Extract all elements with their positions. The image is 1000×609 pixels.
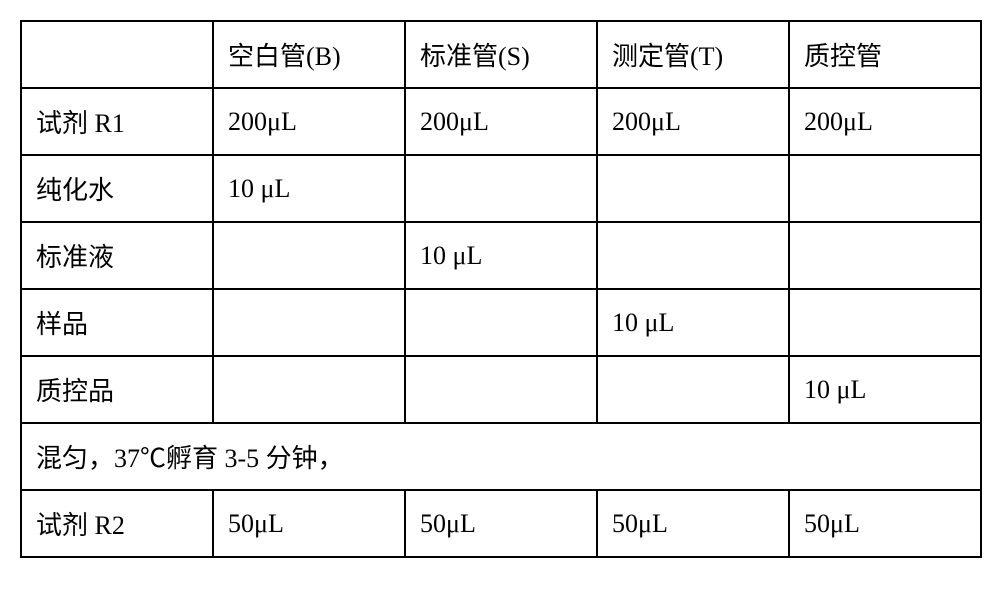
table-header-row: 空白管(B) 标准管(S) 测定管(T) 质控管 [21,21,981,88]
cell-qc-blank [213,356,405,423]
table-row: 标准液 10 μL [21,222,981,289]
cell-water-test [597,155,789,222]
cell-r2-blank: 50μL [213,490,405,557]
cell-r2-test: 50μL [597,490,789,557]
table-instruction-row: 混匀，37℃孵育 3-5 分钟， [21,423,981,490]
protocol-table-container: 空白管(B) 标准管(S) 测定管(T) 质控管 试剂 R1 200μL 200… [20,20,980,558]
row-label-r2: 试剂 R2 [21,490,213,557]
cell-sample-control [789,289,981,356]
cell-qc-control: 10 μL [789,356,981,423]
cell-qc-test [597,356,789,423]
header-empty [21,21,213,88]
cell-r1-test: 200μL [597,88,789,155]
header-standard-tube: 标准管(S) [405,21,597,88]
cell-r2-standard: 50μL [405,490,597,557]
row-label-standard-liquid: 标准液 [21,222,213,289]
cell-qc-standard [405,356,597,423]
cell-standard-test [597,222,789,289]
cell-r2-control: 50μL [789,490,981,557]
cell-sample-test: 10 μL [597,289,789,356]
cell-sample-blank [213,289,405,356]
table-row: 试剂 R1 200μL 200μL 200μL 200μL [21,88,981,155]
row-label-r1: 试剂 R1 [21,88,213,155]
cell-water-standard [405,155,597,222]
table-row: 试剂 R2 50μL 50μL 50μL 50μL [21,490,981,557]
instruction-cell: 混匀，37℃孵育 3-5 分钟， [21,423,981,490]
cell-water-blank: 10 μL [213,155,405,222]
cell-water-control [789,155,981,222]
row-label-qc: 质控品 [21,356,213,423]
table-row: 样品 10 μL [21,289,981,356]
row-label-sample: 样品 [21,289,213,356]
cell-r1-blank: 200μL [213,88,405,155]
table-row: 质控品 10 μL [21,356,981,423]
cell-standard-blank [213,222,405,289]
cell-standard-control [789,222,981,289]
row-label-water: 纯化水 [21,155,213,222]
header-test-tube: 测定管(T) [597,21,789,88]
protocol-table: 空白管(B) 标准管(S) 测定管(T) 质控管 试剂 R1 200μL 200… [20,20,982,558]
cell-sample-standard [405,289,597,356]
cell-r1-control: 200μL [789,88,981,155]
table-row: 纯化水 10 μL [21,155,981,222]
header-control-tube: 质控管 [789,21,981,88]
cell-r1-standard: 200μL [405,88,597,155]
header-blank-tube: 空白管(B) [213,21,405,88]
cell-standard-standard: 10 μL [405,222,597,289]
